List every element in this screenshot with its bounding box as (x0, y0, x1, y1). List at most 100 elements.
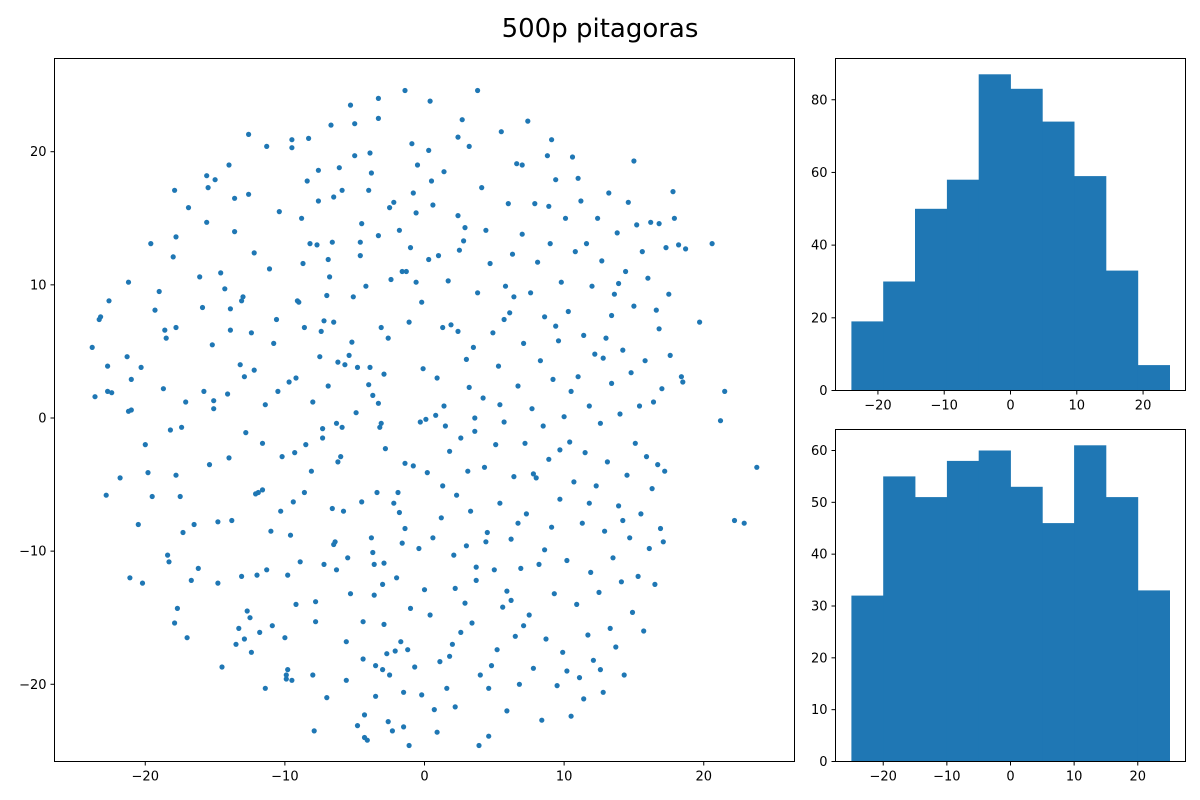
scatter-point (268, 528, 274, 534)
scatter-point (646, 545, 652, 552)
scatter-point (165, 552, 171, 558)
scatter-point (332, 539, 338, 545)
histogram-x-y-tick-label: 20 (811, 311, 828, 326)
scatter-point (283, 676, 289, 682)
scatter-point (655, 462, 661, 468)
scatter-point (515, 383, 521, 389)
scatter-point (569, 154, 576, 160)
scatter-point (103, 492, 109, 498)
scatter-point (440, 324, 446, 331)
scatter-point (293, 601, 299, 608)
scatter-point (488, 663, 495, 669)
scatter-point (568, 388, 574, 394)
scatter-point (301, 324, 307, 331)
scatter-point (402, 460, 408, 466)
scatter-point (333, 420, 340, 426)
scatter-point (484, 529, 490, 536)
scatter-point (680, 379, 686, 385)
scatter-point (398, 639, 404, 645)
scatter-point (491, 567, 497, 573)
scatter-point (676, 242, 682, 248)
histogram-y-bar (978, 450, 1011, 762)
scatter-point (313, 619, 319, 625)
scatter-point (634, 222, 640, 228)
scatter-point (349, 339, 355, 345)
scatter-point (632, 440, 638, 446)
scatter-point (407, 605, 414, 612)
scatter-point (225, 391, 231, 397)
scatter-point (581, 696, 587, 702)
scatter-point (477, 672, 483, 678)
scatter-point (329, 505, 335, 512)
scatter-point (590, 657, 597, 663)
scatter-point (486, 685, 492, 691)
scatter-x-tick-label: −20 (132, 770, 159, 785)
scatter-point (346, 352, 352, 358)
scatter-point (442, 423, 448, 429)
scatter-point (300, 260, 306, 267)
scatter-point (333, 567, 340, 573)
scatter-point (493, 442, 499, 448)
scatter-point (410, 190, 416, 196)
scatter-point (359, 499, 365, 505)
scatter-point (663, 245, 669, 251)
scatter-point (561, 414, 567, 420)
scatter-point (433, 412, 439, 418)
scatter-point (219, 664, 225, 670)
scatter-point (273, 316, 280, 323)
scatter-point (204, 219, 210, 225)
scatter-point (241, 374, 247, 380)
histogram-y-y-tick-label: 60 (811, 444, 828, 459)
scatter-x-tick-label: 0 (420, 770, 428, 785)
scatter-point (586, 403, 592, 409)
scatter-point (89, 344, 95, 350)
histogram-y-axes-frame (835, 429, 1186, 762)
scatter-point (257, 629, 263, 636)
scatter-x-tick-label: 10 (556, 770, 573, 785)
scatter-point (310, 399, 316, 405)
scatter-point (173, 324, 179, 331)
scatter-point (650, 399, 657, 405)
scatter-point (462, 225, 468, 231)
scatter-point (128, 407, 134, 413)
histogram-y-x-tick-label: −20 (870, 770, 897, 785)
scatter-point (508, 597, 514, 604)
scatter-point (248, 649, 254, 655)
scatter-point (480, 395, 486, 401)
scatter-point (604, 459, 611, 465)
scatter-point (391, 500, 397, 506)
scatter-point (343, 639, 349, 645)
scatter-point (331, 194, 337, 200)
scatter-point (641, 628, 647, 634)
scatter-point (444, 685, 450, 691)
scatter-point (483, 227, 489, 233)
scatter-point (530, 665, 537, 671)
scatter-point (449, 641, 455, 647)
scatter-point (148, 241, 154, 247)
scatter-point (215, 580, 221, 586)
scatter-point (266, 266, 273, 272)
scatter-point (602, 528, 608, 534)
scatter-point (287, 532, 294, 538)
scatter-point (359, 221, 365, 227)
scatter-point (292, 450, 298, 456)
scatter-point (465, 468, 471, 474)
histogram-y-bar (1106, 497, 1139, 762)
scatter-point (741, 520, 747, 526)
scatter-point (447, 653, 453, 659)
scatter-point (518, 565, 524, 572)
scatter-point (184, 635, 190, 641)
scatter-point (183, 399, 189, 405)
scatter-point (109, 390, 115, 396)
scatter-point (525, 118, 531, 124)
scatter-point (448, 322, 454, 328)
scatter-point (430, 535, 436, 541)
scatter-point (226, 455, 232, 461)
scatter-point (549, 137, 555, 143)
scatter-point (430, 202, 436, 208)
scatter-point (627, 535, 633, 541)
scatter-point (495, 363, 502, 369)
scatter-point (275, 388, 281, 394)
scatter-point (244, 608, 250, 614)
histogram-y-y-tick-label: 20 (811, 651, 828, 666)
